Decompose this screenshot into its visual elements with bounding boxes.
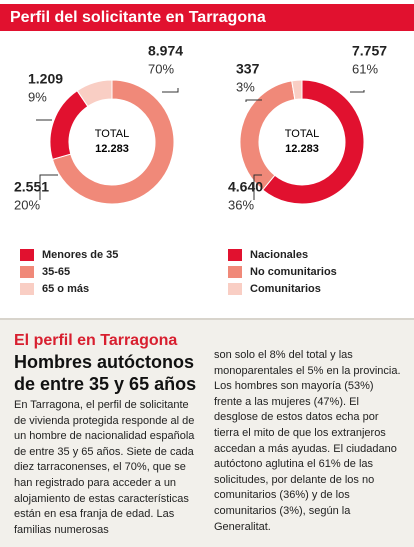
legend-label: Nacionales xyxy=(250,249,308,261)
legend-swatch xyxy=(228,249,242,261)
value-label: 337 xyxy=(236,61,260,77)
headline: Hombres autóctonos xyxy=(14,352,195,372)
center-label: TOTAL xyxy=(285,128,319,140)
legend-swatch xyxy=(228,266,242,278)
charts: Perfil del solicitante en Tarragona TOTA… xyxy=(0,4,414,295)
legend-swatch xyxy=(20,283,34,295)
value-label: 2.551 xyxy=(14,179,49,195)
value-label: 1.209 xyxy=(28,71,63,87)
header-title: Perfil del solicitante en Tarragona xyxy=(10,9,266,26)
legend-label: No comunitarios xyxy=(250,266,337,278)
header-bar xyxy=(0,4,414,31)
percent-label: 36% xyxy=(228,197,254,212)
center-label: TOTAL xyxy=(95,128,129,140)
donut-segment xyxy=(51,79,175,205)
legend-swatch xyxy=(20,249,34,261)
donut-segment xyxy=(76,79,113,108)
donut-segment xyxy=(262,79,365,205)
legend-label: Comunitarios xyxy=(250,283,321,295)
donut-segment xyxy=(49,90,89,161)
legend-swatch xyxy=(20,266,34,278)
legend-label: 65 o más xyxy=(42,283,89,295)
percent-label: 70% xyxy=(148,61,174,76)
percent-label: 61% xyxy=(352,61,378,76)
leader-line xyxy=(162,88,179,93)
kicker: El perfil en Tarragona xyxy=(14,332,178,349)
column: En Tarragona, el perfil de solicitante d… xyxy=(14,399,195,536)
legend-swatch xyxy=(228,283,242,295)
donut-segment xyxy=(291,79,303,101)
legend-label: 35-65 xyxy=(42,266,70,278)
value-label: 4.640 xyxy=(228,179,263,195)
column: son solo el 8% del total y las monoparen… xyxy=(214,349,401,533)
headline: de entre 35 y 65 años xyxy=(14,374,197,394)
percent-label: 20% xyxy=(14,197,40,212)
article: El perfil en Tarragona Hombres autóctono… xyxy=(0,318,414,547)
percent-label: 9% xyxy=(28,89,47,104)
legend-label: Menores de 35 xyxy=(42,249,118,261)
leader-line xyxy=(245,99,262,102)
leader-line xyxy=(350,90,365,93)
percent-label: 3% xyxy=(236,79,255,94)
leader-line xyxy=(253,174,262,200)
total-label: 12.283 xyxy=(285,143,319,155)
value-label: 8.974 xyxy=(148,43,183,59)
value-label: 7.757 xyxy=(352,43,387,59)
total-label: 12.283 xyxy=(95,143,129,155)
leader-line xyxy=(39,174,58,200)
